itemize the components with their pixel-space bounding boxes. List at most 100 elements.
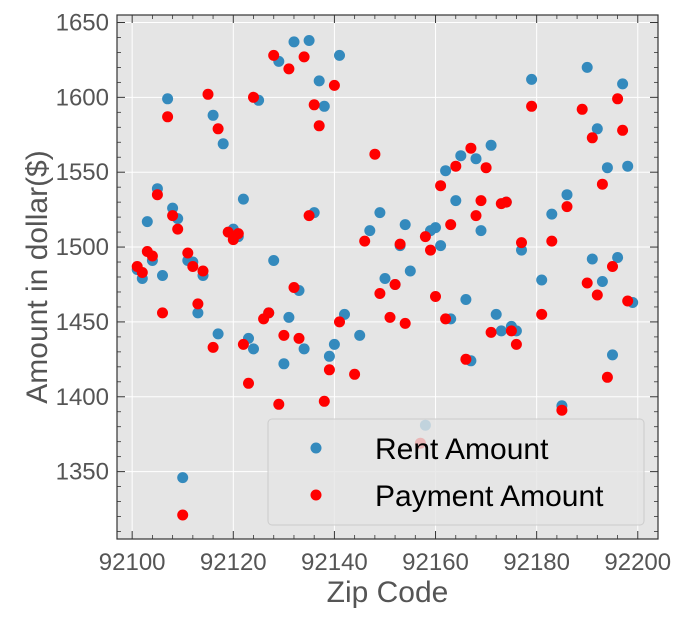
payment-point [293,332,305,344]
rent-point [399,219,411,231]
payment-point [591,289,603,301]
rent-point [470,153,482,165]
rent-point [536,274,548,286]
payment-point [526,100,538,112]
legend: Rent Amount Payment Amount [267,418,645,526]
payment-point [288,282,300,293]
payment-point [445,219,457,231]
rent-point [561,189,573,201]
rent-point [298,343,310,355]
tick-labels: 92100 92120 92140 92160 92180 92200 1350 1400 14… [56,9,672,576]
payment-point [581,277,593,289]
payment-point [197,265,209,277]
payment-point [516,237,527,249]
payment-point [243,377,254,389]
rent-point [435,240,447,252]
payment-point [485,326,497,338]
payment-point [612,93,624,105]
payment-point [167,210,179,222]
payment-point [172,223,184,235]
x-tick-label: 92180 [503,549,570,576]
rent-point [586,253,598,265]
rent-point [490,308,502,320]
legend-label-rent: Rent Amount [375,433,549,466]
payment-point [303,210,315,222]
payment-point [561,201,573,213]
payment-point [212,123,224,135]
payment-point [607,261,618,272]
payment-point [374,288,386,299]
payment-point [359,235,371,247]
payment-point [162,111,174,123]
payment-point [187,261,199,272]
payment-point [394,238,406,250]
payment-point [278,329,290,341]
payment-point [399,317,411,329]
rent-point [354,329,366,341]
payment-point [349,368,361,380]
rent-point [162,93,174,105]
rent-point [581,61,593,73]
rent-point [485,139,497,151]
x-tick-label: 92120 [200,549,267,576]
payment-point [475,195,487,207]
payment-point [298,51,310,63]
y-tick-label: 1400 [56,384,109,411]
rent-point [141,216,153,228]
payment-point [157,307,168,319]
payment-point [556,404,568,416]
rent-point [283,311,295,323]
payment-point [182,247,194,259]
x-axis-label: Zip Code [327,576,449,609]
payment-point [419,231,431,243]
legend-marker-rent [310,442,322,454]
legend-marker-payment [310,489,322,501]
payment-point [536,308,548,320]
rent-point [404,265,416,277]
payment-point [430,291,441,302]
payment-point [313,120,325,132]
payment-point [510,338,522,350]
y-tick-label: 1550 [56,159,109,186]
payment-point [601,371,613,383]
rent-point [546,208,558,220]
payment-point [596,178,608,190]
rent-point [237,193,249,205]
rent-point [475,225,487,237]
payment-point [505,325,517,337]
rent-point [177,472,189,484]
rent-point [268,255,280,266]
payment-point [435,180,447,192]
payment-point [470,210,482,222]
payment-point [500,196,512,208]
payment-point [617,124,629,136]
payment-point [389,279,401,290]
rent-point [323,350,335,362]
rent-point [328,338,340,350]
y-axis-label: Amount in dollar($) [21,150,54,403]
payment-point [177,509,189,521]
payment-point [465,142,477,154]
rent-point [288,36,300,48]
payment-point [192,298,204,310]
payment-point [480,162,492,174]
rent-point [526,73,538,85]
payment-point [546,235,558,247]
rent-point [430,222,441,234]
rent-point [217,138,229,150]
payment-point [323,364,335,376]
payment-point [425,244,436,256]
rent-point [601,162,613,174]
rent-point [460,294,472,305]
payment-point [308,99,320,111]
payment-point [202,88,214,100]
rent-point [313,75,325,87]
rent-point [596,276,608,287]
x-tick-label: 92200 [604,549,671,576]
y-tick-label: 1600 [56,84,109,111]
payment-point [460,353,472,365]
payment-point [384,311,396,323]
rent-point [622,160,634,172]
axis-ticks [117,15,658,539]
y-tick-label: 1350 [56,459,109,486]
